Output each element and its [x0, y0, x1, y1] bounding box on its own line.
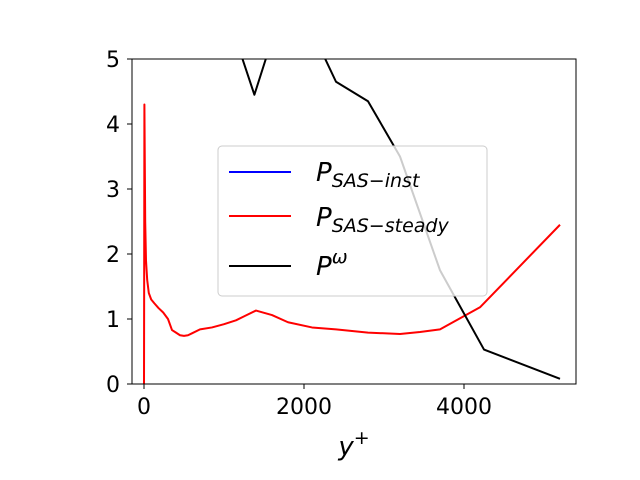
legend-label-omega: Pω: [316, 246, 348, 282]
legend-label-steady: PSAS−steady: [316, 203, 449, 237]
x-axis-title-main: y: [337, 432, 354, 462]
y-tick-label: 2: [106, 243, 120, 268]
x-axis: 0 2000 4000: [137, 384, 492, 420]
y-tick-label: 5: [106, 48, 120, 73]
legend-label-steady-main: P: [316, 203, 332, 233]
x-axis-title: y+: [337, 427, 369, 462]
y-tick-label: 0: [106, 373, 120, 398]
legend-label-inst-main: P: [316, 158, 332, 188]
legend-box: [217, 145, 488, 297]
legend-label-omega-main: P: [316, 252, 332, 282]
legend-label-steady-sub: SAS−steady: [332, 215, 450, 237]
y-tick-label: 4: [106, 113, 120, 138]
series-layer: [143, 59, 561, 384]
series-line-2: [241, 59, 561, 380]
legend-label-inst: PSAS−inst: [316, 158, 421, 192]
y-tick-label: 3: [106, 178, 120, 203]
axes-frame: [131, 58, 577, 385]
x-tick-label: 4000: [436, 395, 492, 420]
legend-label-omega-sup: ω: [332, 246, 348, 268]
x-axis-title-sup: +: [354, 427, 370, 449]
x-tick-label: 2000: [276, 395, 332, 420]
series-line-1: [143, 103, 561, 384]
legend: PSAS−inst PSAS−steady Pω: [217, 145, 488, 297]
y-axis: 0 1 2 3 4 5: [106, 48, 132, 398]
y-tick-label: 1: [106, 308, 120, 333]
legend-label-inst-sub: SAS−inst: [332, 170, 421, 192]
x-tick-label: 0: [137, 395, 151, 420]
